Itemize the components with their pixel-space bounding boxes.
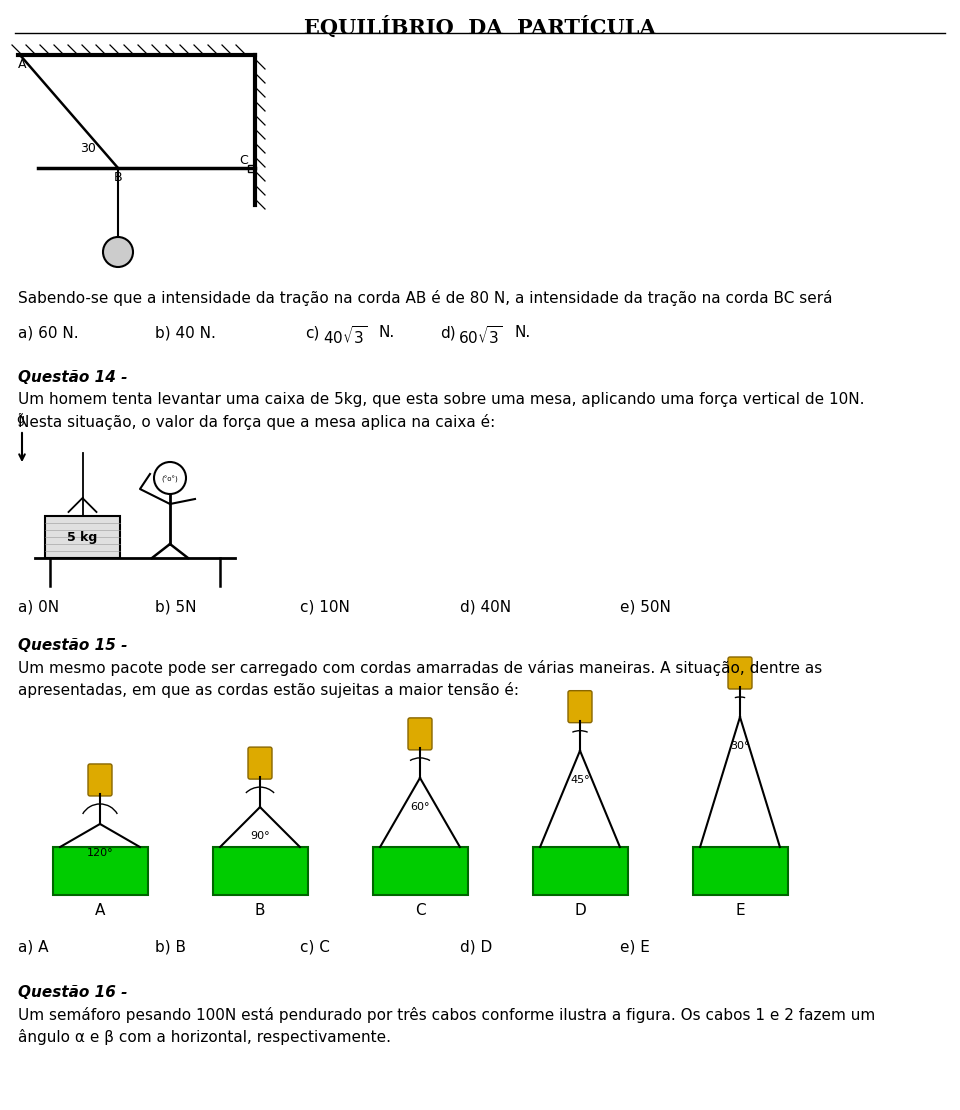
Bar (248, 165, 255, 172)
Text: Um semáforo pesando 100N está pendurado por três cabos conforme ilustra a figura: Um semáforo pesando 100N está pendurado … (18, 1007, 876, 1023)
Text: apresentadas, em que as cordas estão sujeitas a maior tensão é:: apresentadas, em que as cordas estão suj… (18, 682, 519, 698)
Text: 120°: 120° (86, 848, 113, 858)
Bar (533, 847, 628, 895)
Bar (693, 847, 788, 895)
Bar (45, 516, 120, 558)
FancyBboxPatch shape (88, 764, 112, 796)
Bar (373, 847, 468, 895)
Text: b) 5N: b) 5N (155, 601, 197, 615)
Text: 45°: 45° (570, 775, 589, 785)
Text: a) A: a) A (18, 940, 49, 955)
Text: a) 0N: a) 0N (18, 601, 60, 615)
Text: a) 60 N.: a) 60 N. (18, 325, 79, 340)
Text: C: C (415, 904, 425, 918)
Text: E: E (735, 904, 745, 918)
Text: b) B: b) B (155, 940, 186, 955)
Text: d): d) (440, 325, 456, 340)
Text: c) C: c) C (300, 940, 330, 955)
Text: $60\sqrt{3}$: $60\sqrt{3}$ (458, 325, 502, 347)
Text: b) 40 N.: b) 40 N. (155, 325, 216, 340)
Text: D: D (574, 904, 586, 918)
FancyBboxPatch shape (408, 718, 432, 750)
FancyBboxPatch shape (568, 690, 592, 723)
Text: c) 10N: c) 10N (300, 601, 349, 615)
Text: g̃: g̃ (16, 413, 24, 426)
Text: e) E: e) E (620, 940, 650, 955)
Text: N.: N. (515, 325, 531, 340)
Text: (°o°): (°o°) (161, 475, 179, 483)
Text: 60°: 60° (410, 801, 430, 811)
Text: e) 50N: e) 50N (620, 601, 671, 615)
Text: 5 kg: 5 kg (67, 531, 98, 544)
Text: C: C (239, 154, 248, 166)
Text: N.: N. (378, 325, 395, 340)
Text: A: A (18, 58, 27, 71)
Text: B: B (114, 171, 123, 184)
Text: Questão 16 -: Questão 16 - (18, 985, 128, 1000)
FancyBboxPatch shape (728, 657, 752, 689)
Text: $40\sqrt{3}$: $40\sqrt{3}$ (323, 325, 368, 347)
FancyBboxPatch shape (248, 747, 272, 779)
Text: d) D: d) D (460, 940, 492, 955)
Text: Um mesmo pacote pode ser carregado com cordas amarradas de várias maneiras. A si: Um mesmo pacote pode ser carregado com c… (18, 660, 823, 676)
Text: EQUILÍBRIO  DA  PARTÍCULA: EQUILÍBRIO DA PARTÍCULA (304, 16, 656, 38)
Text: d) 40N: d) 40N (460, 601, 511, 615)
Text: Nesta situação, o valor da força que a mesa aplica na caixa é:: Nesta situação, o valor da força que a m… (18, 414, 495, 430)
Text: Questão 14 -: Questão 14 - (18, 370, 128, 385)
Text: B: B (254, 904, 265, 918)
Bar (213, 847, 308, 895)
Text: Sabendo-se que a intensidade da tração na corda AB é de 80 N, a intensidade da t: Sabendo-se que a intensidade da tração n… (18, 290, 832, 306)
Text: Um homem tenta levantar uma caixa de 5kg, que esta sobre uma mesa, aplicando uma: Um homem tenta levantar uma caixa de 5kg… (18, 392, 865, 407)
Text: c): c) (305, 325, 320, 340)
Text: 90°: 90° (251, 831, 270, 841)
Text: ângulo α e β com a horizontal, respectivamente.: ângulo α e β com a horizontal, respectiv… (18, 1029, 391, 1045)
Text: Questão 15 -: Questão 15 - (18, 638, 128, 653)
Text: 30: 30 (80, 142, 96, 155)
Bar (53, 847, 148, 895)
Text: A: A (95, 904, 106, 918)
Circle shape (103, 238, 133, 268)
Circle shape (154, 462, 186, 494)
Text: 30°: 30° (731, 741, 750, 751)
